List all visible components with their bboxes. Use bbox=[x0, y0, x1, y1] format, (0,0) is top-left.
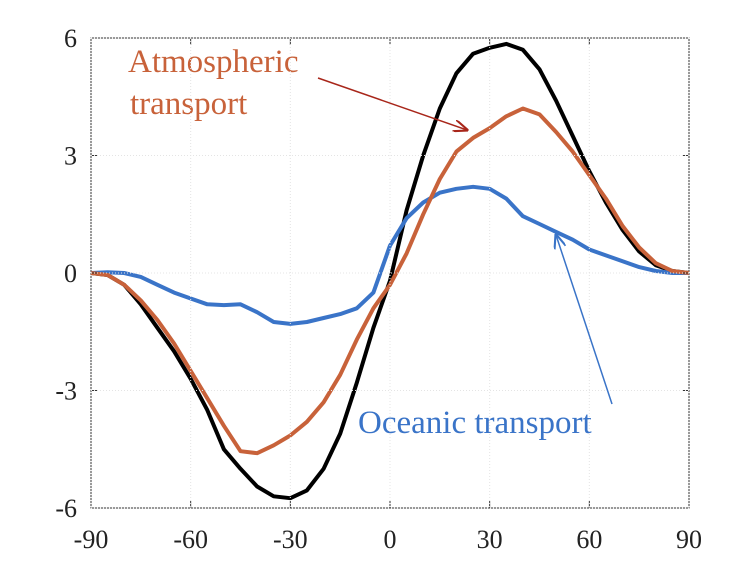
annotation-arrow bbox=[556, 235, 613, 405]
annotation: Oceanic transport bbox=[358, 405, 592, 441]
x-tick-label: 60 bbox=[576, 525, 602, 554]
y-tick-label: 6 bbox=[64, 24, 77, 53]
x-tick-label: 90 bbox=[676, 525, 702, 554]
y-tick-label: 3 bbox=[64, 142, 77, 171]
x-tick-label: 0 bbox=[384, 525, 397, 554]
y-tick-label: -3 bbox=[55, 377, 77, 406]
x-tick-label: -30 bbox=[273, 525, 308, 554]
y-tick-label: 0 bbox=[64, 259, 77, 288]
annotation: transport bbox=[130, 86, 247, 122]
annotation-arrow bbox=[317, 77, 467, 130]
x-tick-label: -60 bbox=[173, 525, 208, 554]
annotation: Atmospheric bbox=[128, 44, 298, 80]
y-tick-label: -6 bbox=[55, 494, 77, 523]
x-tick-label: -90 bbox=[74, 525, 109, 554]
data-line bbox=[90, 184, 689, 326]
x-tick-label: 30 bbox=[477, 525, 503, 554]
